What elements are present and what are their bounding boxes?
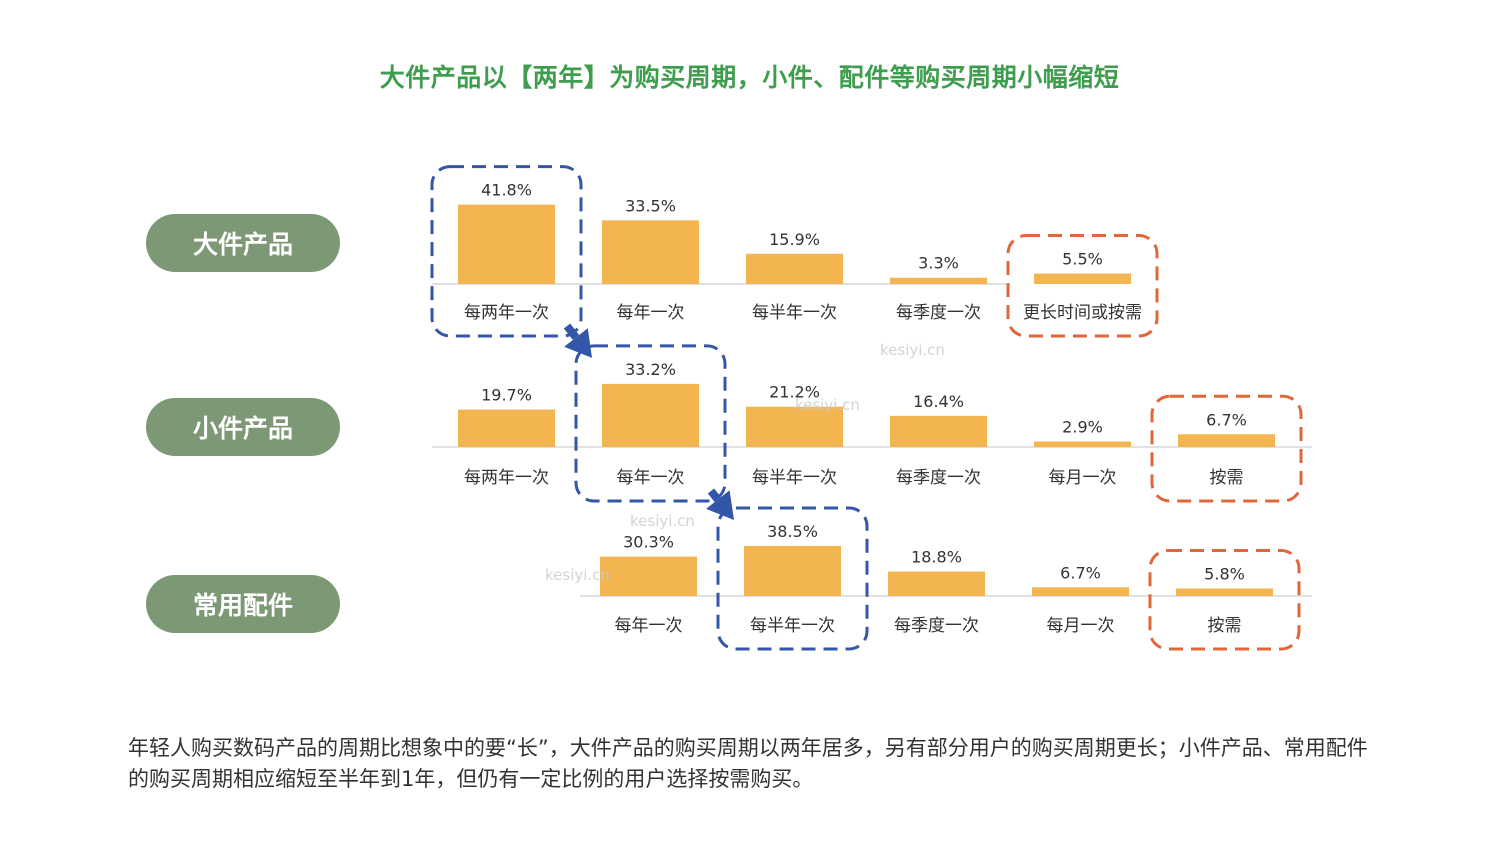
value-label-2-3: 6.7% (1060, 563, 1101, 582)
category-label-2-3: 每月一次 (1047, 616, 1115, 636)
bar-2-3 (1032, 587, 1129, 596)
category-label-2-2: 每季度一次 (894, 616, 979, 636)
small-products-label: 小件产品 (146, 398, 340, 456)
bar-0-0 (458, 204, 555, 284)
bar-1-1 (602, 383, 699, 447)
category-label-2-0: 每年一次 (615, 616, 683, 636)
bar-1-4 (1034, 441, 1131, 447)
bar-0-1 (602, 220, 699, 284)
value-label-1-0: 19.7% (481, 386, 532, 405)
blue-highlight-box-0 (430, 165, 583, 338)
value-label-0-4: 5.5% (1062, 250, 1103, 269)
value-label-0-0: 41.8% (481, 181, 532, 200)
category-label-1-5: 按需 (1210, 468, 1244, 488)
value-label-1-2: 21.2% (769, 383, 820, 402)
value-label-0-3: 3.3% (918, 254, 959, 273)
bar-1-0 (458, 409, 555, 447)
value-label-1-5: 6.7% (1206, 410, 1247, 429)
value-label-2-0: 30.3% (623, 533, 674, 552)
bar-2-0 (600, 556, 697, 596)
value-label-1-3: 16.4% (913, 392, 964, 411)
watermark-1: kesiyi.cn (795, 396, 860, 414)
category-label-0-3: 每季度一次 (896, 303, 981, 323)
category-label-2-4: 按需 (1208, 616, 1242, 636)
category-label-2-1: 每半年一次 (750, 616, 835, 636)
summary-text: 年轻人购买数码产品的周期比想象中的要“长”，大件产品的购买周期以两年居多，另有部… (128, 736, 1368, 791)
blue-highlight-box-2 (716, 506, 869, 651)
large-products-label: 大件产品 (146, 214, 340, 272)
orange-highlight-box-1 (1150, 394, 1303, 503)
bar-2-4 (1176, 588, 1273, 596)
flow-arrow-2 (706, 488, 734, 520)
watermark-0: kesiyi.cn (880, 341, 945, 359)
bar-1-2 (746, 406, 843, 447)
bar-0-2 (746, 253, 843, 284)
orange-highlight-box-2 (1148, 548, 1301, 651)
bar-0-3 (890, 277, 987, 284)
value-label-2-4: 5.8% (1204, 564, 1245, 583)
watermark-2: kesiyi.cn (630, 512, 695, 530)
bar-2-1 (744, 545, 841, 596)
category-label-1-2: 每半年一次 (752, 468, 837, 488)
bar-2-2 (888, 571, 985, 596)
value-label-1-1: 33.2% (625, 360, 676, 379)
bar-1-5 (1178, 434, 1275, 447)
category-label-0-0: 每两年一次 (464, 303, 549, 323)
category-label-1-3: 每季度一次 (896, 468, 981, 488)
page-title: 大件产品以【两年】为购买周期，小件、配件等购买周期小幅缩短 (379, 63, 1120, 92)
value-label-1-4: 2.9% (1062, 417, 1103, 436)
watermark-3: kesiyi.cn (545, 566, 610, 584)
category-label-1-4: 每月一次 (1049, 468, 1117, 488)
category-label-0-1: 每年一次 (617, 303, 685, 323)
bar-0-4 (1034, 273, 1131, 284)
orange-highlight-box-0 (1006, 234, 1159, 338)
category-label-0-4: 更长时间或按需 (1023, 303, 1142, 323)
value-label-2-1: 38.5% (767, 522, 818, 541)
accessories-label: 常用配件 (146, 575, 340, 633)
category-label-1-1: 每年一次 (617, 468, 685, 488)
blue-highlight-box-1 (574, 344, 727, 503)
value-label-0-1: 33.5% (625, 196, 676, 215)
flow-arrow-1 (563, 323, 592, 358)
value-label-0-2: 15.9% (769, 230, 820, 249)
value-label-2-2: 18.8% (911, 548, 962, 567)
category-label-0-2: 每半年一次 (752, 303, 837, 323)
category-label-1-0: 每两年一次 (464, 468, 549, 488)
bar-1-3 (890, 415, 987, 447)
